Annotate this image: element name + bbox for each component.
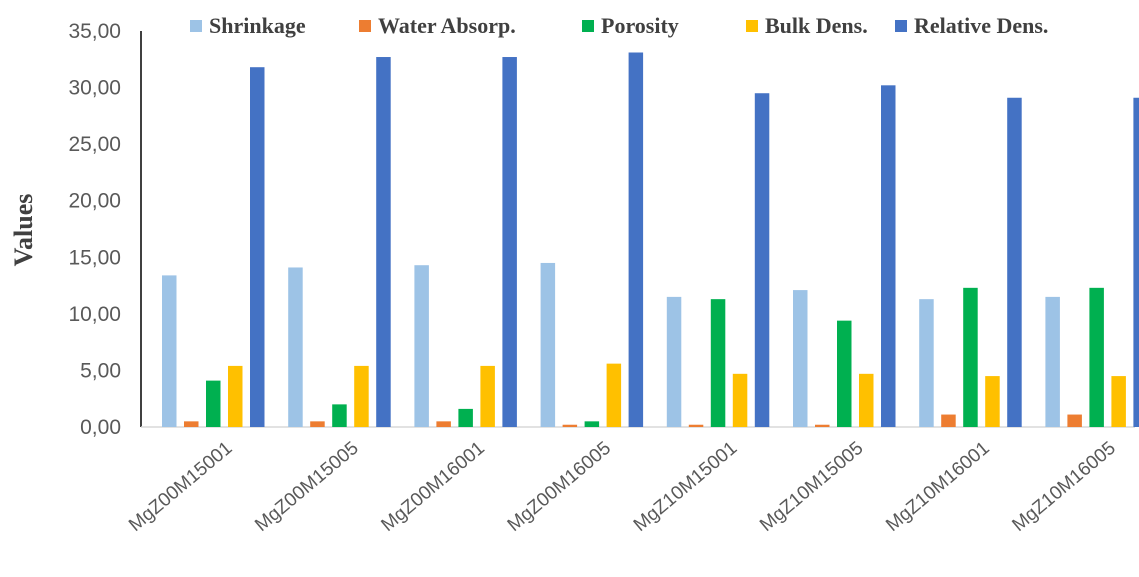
bar-bulk-dens bbox=[985, 376, 1000, 427]
legend-swatch bbox=[190, 20, 202, 32]
legend: Shrinkage Water Absorp. Porosity Bulk Dens.… bbox=[190, 13, 1048, 38]
category-label: MgZ00M16005 bbox=[504, 438, 615, 536]
y-tick-label: 10,00 bbox=[68, 303, 121, 326]
legend-swatch bbox=[895, 20, 907, 32]
y-tick-label: 35,00 bbox=[68, 20, 121, 43]
y-tick-label: 20,00 bbox=[68, 190, 121, 213]
bar-porosity bbox=[1089, 287, 1104, 427]
bar-relative-dens bbox=[881, 85, 896, 428]
bar-porosity bbox=[584, 421, 600, 427]
legend-label: Relative Dens. bbox=[914, 13, 1048, 38]
y-axis-ticks: 0,00 5,00 10,00 15,00 20,00 25,00 30,00 35,00 bbox=[68, 20, 121, 439]
bar-relative-dens bbox=[502, 57, 517, 427]
bar-water-absorp bbox=[184, 421, 199, 427]
legend-label: Water Absorp. bbox=[378, 13, 516, 38]
category-label: MgZ10M16005 bbox=[1008, 438, 1119, 536]
category-label: MgZ00M16001 bbox=[377, 438, 488, 536]
category-label: MgZ10M15001 bbox=[630, 438, 741, 536]
legend-label: Porosity bbox=[601, 13, 679, 38]
bar-water-absorp bbox=[688, 424, 704, 427]
bar-shrinkage bbox=[540, 262, 556, 427]
bar-relative-dens bbox=[250, 67, 265, 427]
bar-relative-dens bbox=[1007, 97, 1022, 428]
category-label: MgZ10M16001 bbox=[882, 438, 993, 536]
bar-porosity bbox=[710, 299, 726, 427]
bar-shrinkage bbox=[793, 290, 808, 427]
bars-group bbox=[162, 52, 1139, 428]
bar-shrinkage bbox=[288, 267, 303, 427]
bar-bulk-dens bbox=[732, 373, 748, 427]
category-label: MgZ10M15005 bbox=[756, 438, 867, 536]
bar-bulk-dens bbox=[228, 365, 243, 427]
bar-shrinkage bbox=[162, 275, 177, 427]
category-label: MgZ00M15001 bbox=[125, 438, 236, 536]
bar-water-absorp bbox=[436, 421, 451, 427]
legend-swatch bbox=[746, 20, 758, 32]
bar-water-absorp bbox=[310, 421, 325, 427]
category-label: MgZ00M15005 bbox=[251, 438, 362, 536]
bar-porosity bbox=[963, 287, 978, 427]
bar-water-absorp bbox=[815, 424, 830, 427]
bar-shrinkage bbox=[666, 296, 682, 427]
bar-water-absorp bbox=[1067, 414, 1082, 427]
bar-relative-dens bbox=[1133, 97, 1139, 428]
bar-water-absorp bbox=[941, 414, 956, 427]
bar-water-absorp bbox=[562, 424, 578, 427]
category-labels: MgZ00M15001 MgZ00M15005 MgZ00M16001 MgZ00M1… bbox=[125, 438, 1120, 536]
legend-label: Bulk Dens. bbox=[765, 13, 868, 38]
y-axis-title: Values bbox=[9, 194, 38, 267]
bar-porosity bbox=[837, 320, 852, 427]
y-tick-label: 25,00 bbox=[68, 133, 121, 156]
bar-shrinkage bbox=[919, 299, 934, 427]
bar-relative-dens bbox=[754, 93, 770, 427]
y-tick-label: 30,00 bbox=[68, 77, 121, 100]
bar-relative-dens bbox=[376, 57, 391, 427]
legend-swatch bbox=[582, 20, 594, 32]
y-tick-label: 5,00 bbox=[80, 359, 121, 382]
bar-bulk-dens bbox=[354, 365, 369, 427]
bar-bulk-dens bbox=[859, 373, 874, 427]
bar-shrinkage bbox=[414, 265, 429, 427]
y-tick-label: 0,00 bbox=[80, 416, 121, 439]
legend-swatch bbox=[359, 20, 371, 32]
bar-bulk-dens bbox=[1111, 376, 1126, 427]
bar-bulk-dens bbox=[480, 365, 495, 427]
y-tick-label: 15,00 bbox=[68, 246, 121, 269]
legend-label: Shrinkage bbox=[209, 13, 306, 38]
bar-shrinkage bbox=[1045, 296, 1060, 427]
bar-porosity bbox=[458, 408, 473, 427]
bar-porosity bbox=[206, 380, 221, 427]
bar-bulk-dens bbox=[606, 363, 622, 427]
bar-porosity bbox=[332, 404, 347, 427]
bar-relative-dens bbox=[628, 52, 644, 428]
